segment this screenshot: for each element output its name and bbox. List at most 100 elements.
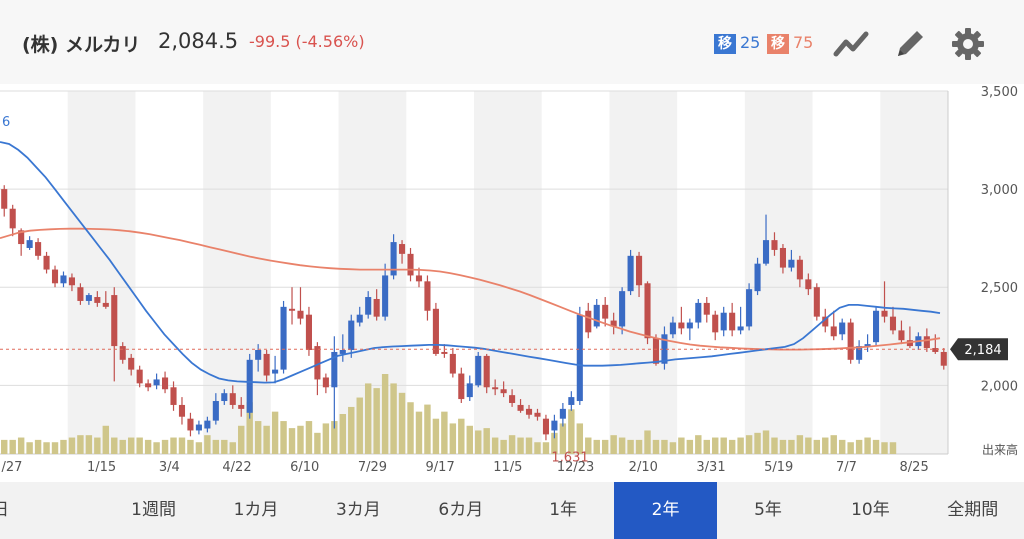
volume-bar [669, 442, 677, 454]
volume-bar [779, 439, 787, 454]
x-tick-label: 2/10 [629, 460, 658, 475]
candle-body [712, 314, 719, 333]
volume-bar [68, 437, 76, 454]
volume-bar [830, 435, 837, 454]
candle-body [610, 320, 617, 327]
line-chart-icon[interactable] [832, 24, 872, 64]
volume-bar [441, 411, 448, 454]
volume-bar [601, 439, 609, 454]
volume-bar [153, 442, 160, 454]
candlestick-chart[interactable]: 3,500 3,000 2,500 2,000 2,184 1,631 6/27 1/15 3/… [0, 84, 1024, 482]
candle-body [652, 338, 660, 364]
volume-bar [246, 402, 253, 454]
candle-body [229, 393, 236, 405]
volume-bar [85, 435, 93, 454]
volume-bar [610, 435, 617, 454]
candle-body [432, 308, 439, 354]
tab-9[interactable]: 全期間 [947, 500, 999, 520]
tab-8[interactable]: 10年 [851, 500, 890, 520]
pencil-icon[interactable] [890, 24, 930, 64]
volume-bar [1, 439, 8, 454]
tab-1[interactable]: 1週間 [131, 500, 176, 520]
candle-body [813, 287, 820, 317]
ma75-line [0, 227, 941, 351]
volume-bar [280, 421, 287, 454]
tab-7[interactable]: 5年 [754, 500, 782, 520]
candle-body [542, 418, 549, 435]
volume-bar [678, 437, 685, 454]
gear-icon[interactable] [948, 24, 988, 64]
volume-bar [618, 437, 626, 454]
volume-bar [889, 442, 897, 454]
ma25-value[interactable]: 25 [740, 33, 761, 52]
volume-bar [238, 425, 245, 454]
candle-body [856, 346, 863, 360]
candle-body [686, 322, 693, 329]
candle-body [839, 322, 846, 335]
candle-body [297, 310, 304, 319]
tab-5[interactable]: 1年 [549, 500, 578, 520]
candle-body [255, 350, 262, 360]
tab-3[interactable]: 3カ月 [335, 500, 381, 520]
ma25-badge[interactable]: 移 [714, 34, 736, 54]
period-band [609, 91, 678, 454]
volume-label: 出来高 [982, 442, 1018, 457]
moving-averages [0, 141, 948, 384]
volume-bar [9, 439, 16, 454]
volume-bar [796, 435, 804, 454]
tab-4[interactable]: 6カ月 [438, 500, 484, 520]
volume-bar [127, 437, 135, 454]
candle-body [68, 277, 75, 286]
y-tick-label: 2,000 [981, 379, 1018, 394]
x-tick-label: 4/22 [222, 460, 251, 475]
volume-bar [381, 374, 389, 454]
period-tabs: 日 1週間 1カ月 3カ月 6カ月 1年 2年 5年 10年 全期間 [0, 482, 1024, 539]
candle-body [619, 291, 626, 327]
tab-0[interactable]: 日 [0, 500, 9, 520]
volume-bar [864, 437, 871, 454]
volume-bar [458, 418, 465, 454]
volume-bar [551, 432, 558, 454]
candle-body [678, 322, 685, 329]
volume-bar [415, 411, 423, 454]
candle-body [1, 189, 8, 209]
candle-body [889, 316, 897, 331]
candle-body [746, 289, 753, 327]
volume-bar [881, 442, 888, 454]
candle-body [729, 312, 736, 331]
volume-bar [161, 439, 169, 454]
tab-2[interactable]: 1カ月 [233, 500, 279, 520]
volume-bar [483, 428, 490, 454]
candle-body [272, 369, 279, 374]
volume-bar [424, 404, 431, 454]
tab-6[interactable]: 2年 [614, 482, 717, 539]
volume-bar [525, 437, 533, 454]
volume-bar [847, 442, 854, 454]
ma75-value[interactable]: 75 [793, 33, 814, 52]
x-tick-label: 9/17 [426, 460, 455, 475]
ma75-badge[interactable]: 移 [767, 34, 789, 54]
volume-bar [559, 423, 567, 454]
volume-bar [212, 439, 220, 454]
volume-bar [339, 414, 347, 454]
volume-bar [407, 402, 414, 454]
candle-body [534, 412, 541, 417]
volume-bar [271, 411, 279, 454]
x-tick-label: 7/29 [358, 460, 387, 475]
stock-chart-panel[interactable]: 3,500 3,000 2,500 2,000 2,184 1,631 6/27 1/15 3/… [0, 84, 1024, 482]
candle-body [906, 340, 913, 347]
volume-bar [466, 425, 473, 454]
candle-body [779, 247, 786, 268]
candle-body [636, 255, 643, 286]
candle-body [339, 350, 346, 354]
period-band [880, 91, 948, 454]
candle-body [102, 302, 109, 307]
volume-bar [661, 439, 668, 454]
candle-body [365, 297, 372, 315]
volume-bar [364, 383, 372, 454]
volume-bar [686, 439, 694, 454]
candle-body [923, 336, 930, 349]
candle-body [246, 359, 253, 413]
volume-bar [26, 442, 33, 454]
candle-body [399, 244, 406, 254]
